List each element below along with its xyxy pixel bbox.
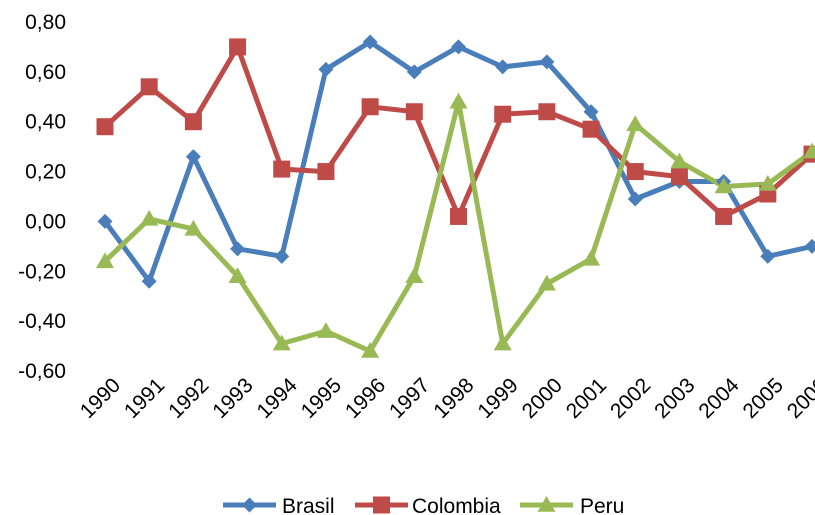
- x-tick-label: 1999: [473, 374, 522, 423]
- data-point-brasil: [274, 248, 290, 264]
- x-axis: 1990199119921993199419951996199719981999…: [76, 374, 815, 424]
- data-point-peru: [493, 334, 512, 351]
- x-tick-label: 1991: [120, 374, 169, 423]
- x-tick-label: 2004: [694, 374, 744, 424]
- data-point-brasil: [406, 64, 422, 80]
- legend-item-brasil: Brasil: [223, 495, 335, 515]
- data-point-peru: [582, 249, 601, 266]
- data-point-colombia: [494, 105, 512, 123]
- x-tick-label: 1995: [297, 374, 346, 423]
- data-point-peru: [140, 209, 159, 226]
- data-point-colombia: [184, 113, 202, 131]
- x-tick-label: 2001: [562, 374, 611, 423]
- data-point-brasil: [451, 39, 466, 55]
- x-tick-label: 1997: [385, 374, 434, 423]
- data-point-colombia: [140, 78, 158, 96]
- y-tick-label: -0,60: [18, 360, 66, 383]
- x-tick-label: 2002: [606, 374, 655, 423]
- data-point-peru: [537, 274, 556, 291]
- data-point-colombia: [715, 207, 733, 225]
- legend-item-colombia: Colombia: [355, 495, 501, 515]
- legend-item-peru: Peru: [520, 495, 624, 515]
- y-tick-label: -0,20: [18, 260, 66, 283]
- data-point-colombia: [229, 38, 247, 56]
- data-point-peru: [670, 152, 689, 169]
- series-line-peru: [102, 99, 815, 354]
- series-lines: [102, 39, 815, 354]
- legend-marker: [242, 497, 257, 513]
- data-point-colombia: [405, 103, 423, 121]
- data-point-colombia: [582, 120, 600, 138]
- x-tick-label: 2000: [518, 374, 567, 423]
- x-tick-label: 1998: [429, 374, 478, 423]
- data-point-brasil: [760, 248, 776, 264]
- data-point-peru: [405, 267, 424, 284]
- data-point-peru: [758, 175, 777, 191]
- x-tick-label: 1994: [253, 374, 303, 424]
- data-point-peru: [184, 219, 203, 236]
- legend-label: Peru: [580, 495, 624, 515]
- x-tick-label: 2005: [739, 374, 788, 423]
- data-point-brasil: [141, 273, 157, 289]
- data-point-peru: [272, 334, 291, 351]
- data-point-brasil: [318, 61, 334, 77]
- data-point-brasil: [185, 149, 201, 165]
- y-tick-label: -0,40: [18, 310, 66, 333]
- data-point-brasil: [627, 191, 643, 207]
- data-point-brasil: [362, 34, 378, 50]
- data-point-colombia: [450, 207, 467, 225]
- legend: Brasil Colombia Peru: [223, 495, 624, 515]
- data-point-brasil: [97, 213, 113, 229]
- legend-marker: [373, 496, 390, 514]
- data-point-peru: [361, 342, 380, 358]
- x-tick-label: 1993: [208, 374, 257, 423]
- data-point-brasil: [804, 238, 815, 254]
- data-point-colombia: [626, 163, 644, 181]
- data-point-peru: [96, 252, 114, 269]
- legend-label: Colombia: [412, 495, 501, 515]
- legend-label: Brasil: [282, 495, 335, 515]
- x-tick-label: 2006: [783, 374, 815, 423]
- data-point-colombia: [273, 160, 291, 178]
- data-point-peru: [714, 177, 733, 194]
- x-tick-label: 1992: [164, 374, 213, 423]
- data-point-colombia: [670, 168, 688, 186]
- legend-marker: [537, 496, 556, 512]
- data-point-brasil: [230, 241, 246, 257]
- data-point-peru: [316, 322, 335, 338]
- x-tick-label: 1996: [341, 374, 390, 423]
- y-tick-label: 0,60: [25, 61, 66, 84]
- data-point-peru: [228, 267, 247, 284]
- y-tick-label: 0,20: [25, 161, 66, 184]
- y-axis: -0,60 -0,40 -0,20 0,00 0,20 0,40 0,60 0,80: [18, 11, 66, 383]
- y-tick-label: 0,40: [25, 111, 66, 134]
- data-point-peru: [803, 142, 815, 159]
- data-point-colombia: [317, 163, 335, 181]
- y-tick-label: 0,80: [25, 11, 66, 34]
- data-point-colombia: [361, 98, 379, 116]
- y-tick-label: 0,00: [25, 210, 66, 233]
- data-point-colombia: [538, 103, 556, 121]
- data-point-colombia: [96, 118, 114, 136]
- series-markers: [96, 34, 815, 358]
- data-point-brasil: [583, 104, 599, 120]
- x-tick-label: 2003: [650, 374, 699, 423]
- data-point-peru: [626, 115, 645, 131]
- data-point-brasil: [539, 54, 555, 70]
- x-tick-label: 1990: [76, 374, 125, 423]
- data-point-brasil: [495, 59, 511, 75]
- data-point-peru: [449, 92, 468, 109]
